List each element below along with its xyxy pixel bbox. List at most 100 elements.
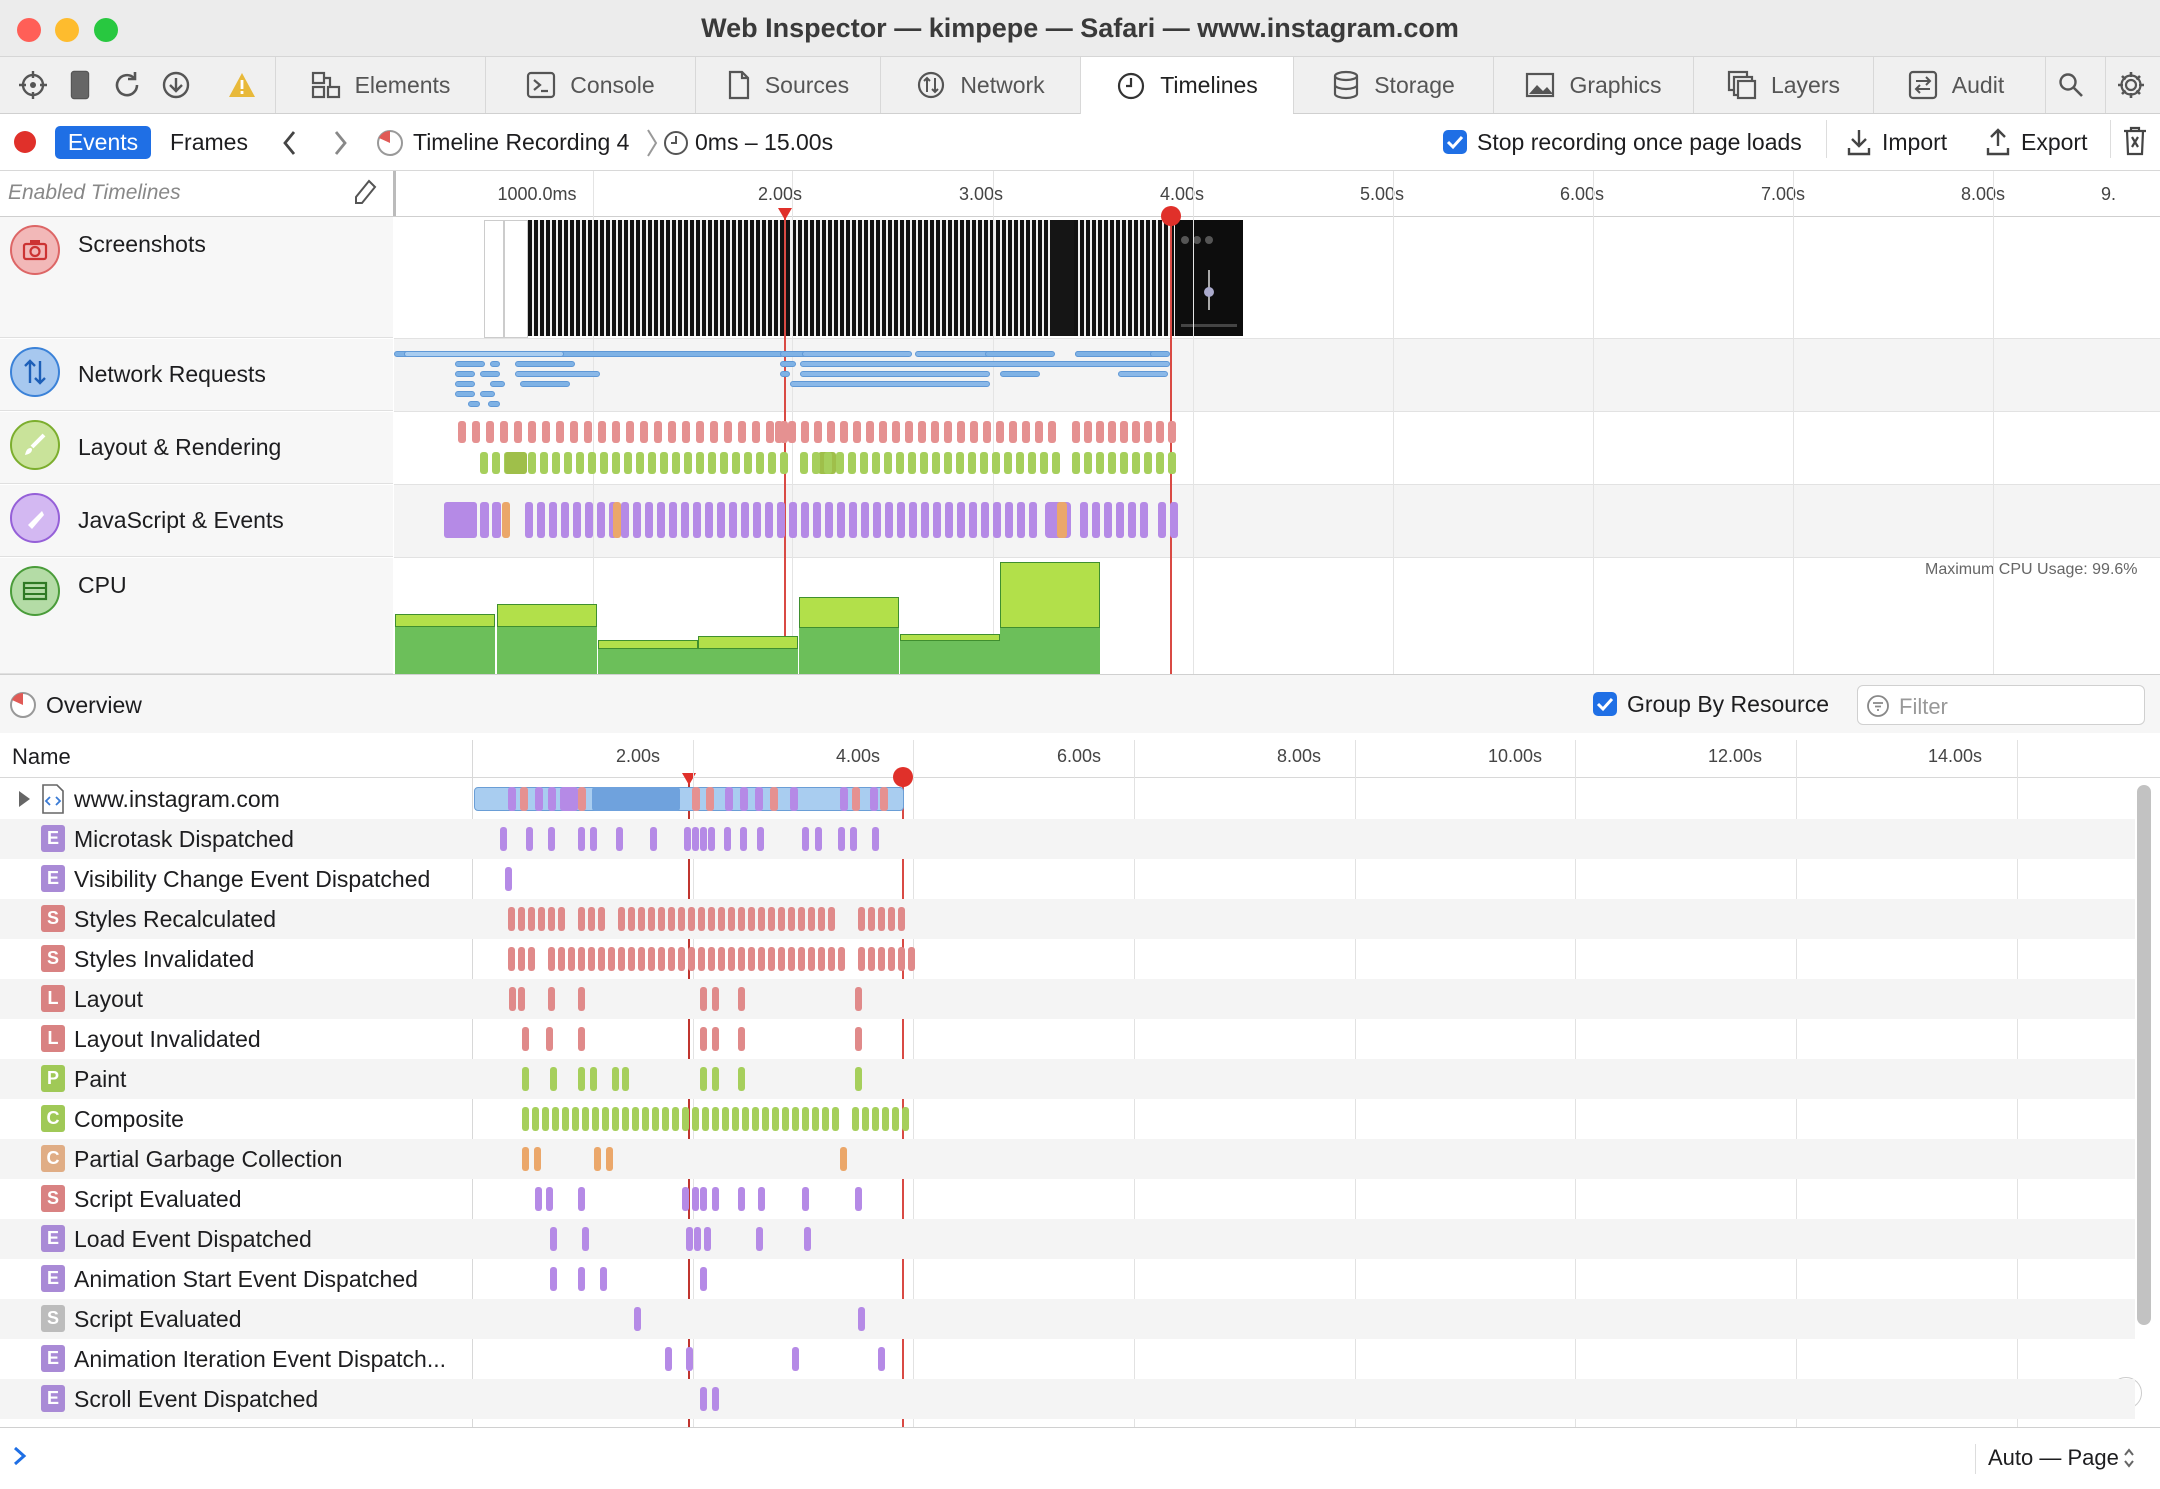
event-bar[interactable] xyxy=(878,907,885,931)
layout-event-bar[interactable] xyxy=(556,421,564,443)
script-event-bar[interactable] xyxy=(1140,502,1148,538)
paint-event-bar[interactable] xyxy=(1132,452,1140,474)
console-prompt-icon[interactable] xyxy=(12,1444,28,1473)
event-bar[interactable] xyxy=(838,827,845,851)
event-bar[interactable] xyxy=(632,1107,639,1131)
event-bar[interactable] xyxy=(798,947,805,971)
network-request-bar[interactable] xyxy=(800,371,990,377)
script-event-bar[interactable] xyxy=(1080,502,1088,538)
layout-event-bar[interactable] xyxy=(1084,421,1092,443)
event-bar[interactable] xyxy=(538,907,545,931)
event-bar[interactable] xyxy=(628,907,635,931)
import-button[interactable]: Import xyxy=(1882,129,1948,155)
group-by-resource-checkbox[interactable] xyxy=(1593,692,1617,716)
event-bar[interactable] xyxy=(578,1187,585,1211)
device-settings-icon[interactable] xyxy=(55,57,105,113)
layout-event-bar[interactable] xyxy=(996,421,1004,443)
execution-context-selector[interactable]: Auto — Page xyxy=(1988,1445,2119,1470)
event-bar[interactable] xyxy=(732,1107,739,1131)
script-event-bar[interactable] xyxy=(633,502,641,538)
network-request-bar[interactable] xyxy=(802,351,912,357)
forward-icon[interactable] xyxy=(330,128,350,163)
paint-event-bar[interactable] xyxy=(860,452,868,474)
paint-event-bar[interactable] xyxy=(968,452,976,474)
event-bar[interactable] xyxy=(712,1027,719,1051)
event-bar[interactable] xyxy=(892,1107,899,1131)
tab-layers[interactable]: Layers xyxy=(1693,57,1873,113)
paint-event-bar[interactable] xyxy=(528,452,536,474)
network-request-bar[interactable] xyxy=(455,371,475,377)
event-bar[interactable] xyxy=(838,947,845,971)
event-bar[interactable] xyxy=(582,1107,589,1131)
event-bar[interactable] xyxy=(762,1107,769,1131)
event-bar[interactable] xyxy=(668,947,675,971)
clear-timeline-icon[interactable] xyxy=(2122,126,2148,161)
script-event-bar[interactable] xyxy=(885,502,893,538)
event-bar[interactable] xyxy=(618,907,625,931)
script-event-bar[interactable] xyxy=(693,502,701,538)
event-bar[interactable] xyxy=(748,907,755,931)
event-bar[interactable] xyxy=(546,1187,553,1211)
event-bar[interactable] xyxy=(788,947,795,971)
reload-icon[interactable] xyxy=(102,57,152,113)
event-bar[interactable] xyxy=(592,1107,599,1131)
paint-event-bar[interactable] xyxy=(848,452,856,474)
paint-event-bar[interactable] xyxy=(492,452,500,474)
event-bar[interactable] xyxy=(550,1227,557,1251)
script-event-bar[interactable] xyxy=(945,502,953,538)
event-bar[interactable] xyxy=(522,1147,529,1171)
layout-event-bar[interactable] xyxy=(1120,421,1128,443)
layout-event-bar[interactable] xyxy=(668,421,676,443)
resource-bar-segment[interactable] xyxy=(592,787,680,811)
event-bar[interactable] xyxy=(822,1107,829,1131)
script-event-bar[interactable] xyxy=(705,502,713,538)
event-bar[interactable] xyxy=(648,947,655,971)
paint-event-bar[interactable] xyxy=(1016,452,1024,474)
layout-event-bar[interactable] xyxy=(780,421,788,443)
event-bar[interactable] xyxy=(622,1067,629,1091)
event-bar[interactable] xyxy=(582,1227,589,1251)
script-event-bar[interactable] xyxy=(921,502,929,538)
script-event-bar[interactable] xyxy=(1104,502,1112,538)
event-bar[interactable] xyxy=(578,947,585,971)
resource-event-segment[interactable] xyxy=(880,787,888,811)
script-event-bar[interactable] xyxy=(657,502,665,538)
event-bar[interactable] xyxy=(700,1187,707,1211)
event-bar[interactable] xyxy=(509,987,516,1011)
layout-event-bar[interactable] xyxy=(1035,421,1043,443)
script-event-bar[interactable] xyxy=(777,502,785,538)
network-request-bar[interactable] xyxy=(455,381,475,387)
paint-event-bar[interactable] xyxy=(696,452,704,474)
table-row[interactable]: L Layout xyxy=(0,979,2135,1019)
paint-event-bar[interactable] xyxy=(1096,452,1104,474)
script-event-bar[interactable] xyxy=(525,502,533,538)
event-bar[interactable] xyxy=(862,1107,869,1131)
event-bar[interactable] xyxy=(648,907,655,931)
layout-event-bar[interactable] xyxy=(598,421,606,443)
event-bar[interactable] xyxy=(768,907,775,931)
timeline-row-javascript[interactable]: JavaScript & Events xyxy=(0,485,393,557)
resource-event-segment[interactable] xyxy=(852,787,860,811)
resource-event-segment[interactable] xyxy=(706,787,714,811)
event-bar[interactable] xyxy=(898,907,905,931)
download-icon[interactable] xyxy=(151,57,201,113)
script-event-bar[interactable] xyxy=(1029,502,1037,538)
zoom-window-button[interactable] xyxy=(94,18,118,42)
paint-event-bar[interactable] xyxy=(992,452,1000,474)
event-bar[interactable] xyxy=(908,947,915,971)
event-bar[interactable] xyxy=(548,987,555,1011)
script-event-bar[interactable] xyxy=(1158,502,1166,538)
event-bar[interactable] xyxy=(855,987,862,1011)
layout-event-bar[interactable] xyxy=(944,421,952,443)
event-bar[interactable] xyxy=(578,1027,585,1051)
network-request-bar[interactable] xyxy=(468,401,480,407)
resource-bar[interactable] xyxy=(474,787,904,811)
paint-event-bar[interactable] xyxy=(672,452,680,474)
paint-event-bar[interactable] xyxy=(1004,452,1012,474)
event-bar[interactable] xyxy=(712,1067,719,1091)
network-request-bar[interactable] xyxy=(800,361,1170,367)
export-icon[interactable] xyxy=(1985,128,2011,161)
event-bar[interactable] xyxy=(700,827,707,851)
event-bar[interactable] xyxy=(738,987,745,1011)
event-bar[interactable] xyxy=(535,1187,542,1211)
